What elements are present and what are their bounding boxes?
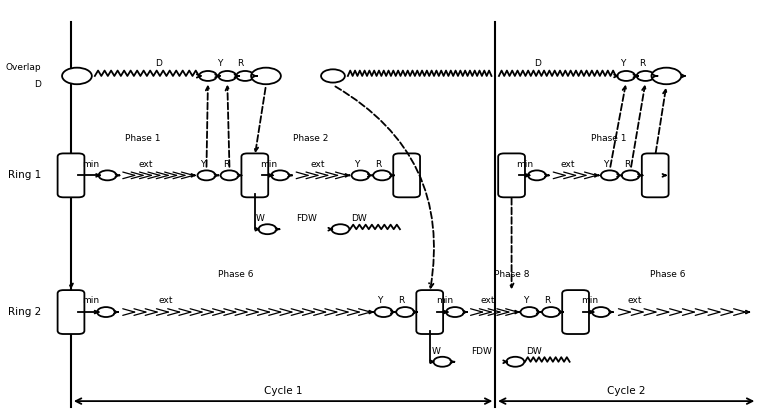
Text: min: min <box>581 296 598 305</box>
Circle shape <box>259 224 277 234</box>
Text: W: W <box>256 214 264 224</box>
Text: Y: Y <box>354 160 359 169</box>
Circle shape <box>617 71 635 81</box>
Circle shape <box>521 307 538 317</box>
Circle shape <box>218 71 236 81</box>
FancyBboxPatch shape <box>393 153 420 197</box>
Text: Y: Y <box>200 160 205 169</box>
Text: Y: Y <box>620 59 626 68</box>
Circle shape <box>528 171 546 180</box>
FancyBboxPatch shape <box>416 290 443 334</box>
Text: Phase 8: Phase 8 <box>494 270 529 279</box>
FancyBboxPatch shape <box>498 153 525 197</box>
Text: Cycle 1: Cycle 1 <box>264 386 303 396</box>
FancyBboxPatch shape <box>562 290 589 334</box>
Circle shape <box>373 171 391 180</box>
Circle shape <box>221 171 238 180</box>
Text: min: min <box>436 296 453 305</box>
Text: ext: ext <box>480 296 495 305</box>
Text: W: W <box>431 347 440 356</box>
Circle shape <box>352 171 369 180</box>
Text: D: D <box>534 59 541 68</box>
Text: R: R <box>398 296 404 305</box>
Text: Y: Y <box>217 59 223 68</box>
Text: R: R <box>640 59 646 68</box>
Circle shape <box>199 71 217 81</box>
Text: FDW: FDW <box>471 347 493 356</box>
Text: Y: Y <box>377 296 382 305</box>
FancyBboxPatch shape <box>241 153 268 197</box>
Text: min: min <box>83 296 100 305</box>
Text: ext: ext <box>159 296 173 305</box>
Text: Ring 2: Ring 2 <box>8 307 41 317</box>
FancyBboxPatch shape <box>642 153 669 197</box>
Text: R: R <box>237 59 244 68</box>
Text: ext: ext <box>627 296 642 305</box>
Circle shape <box>271 171 289 180</box>
Text: Phase 2: Phase 2 <box>293 133 329 143</box>
Text: R: R <box>375 160 381 169</box>
Circle shape <box>506 357 524 367</box>
Text: Cycle 2: Cycle 2 <box>607 386 646 396</box>
FancyBboxPatch shape <box>57 153 84 197</box>
Circle shape <box>637 71 654 81</box>
Circle shape <box>652 68 681 84</box>
Text: Overlap: Overlap <box>5 63 41 72</box>
Text: Y: Y <box>604 160 609 169</box>
Circle shape <box>97 307 115 317</box>
Text: D: D <box>155 59 162 68</box>
Text: Phase 1: Phase 1 <box>591 133 626 143</box>
Text: R: R <box>544 296 551 305</box>
Text: Ring 1: Ring 1 <box>8 171 41 181</box>
Text: ext: ext <box>311 160 326 169</box>
Circle shape <box>396 307 414 317</box>
Text: DW: DW <box>526 347 542 356</box>
Text: min: min <box>516 160 534 169</box>
Text: ext: ext <box>138 160 152 169</box>
Circle shape <box>434 357 451 367</box>
Text: DW: DW <box>351 214 367 224</box>
Text: R: R <box>624 160 630 169</box>
Circle shape <box>542 307 560 317</box>
Circle shape <box>251 68 281 84</box>
Circle shape <box>332 224 349 234</box>
Text: min: min <box>83 160 100 169</box>
Text: min: min <box>260 160 277 169</box>
Circle shape <box>236 71 254 81</box>
Circle shape <box>62 68 92 84</box>
Text: D: D <box>34 80 41 89</box>
Circle shape <box>321 69 345 83</box>
Text: ext: ext <box>560 160 574 169</box>
Text: R: R <box>223 160 229 169</box>
Circle shape <box>622 171 640 180</box>
FancyBboxPatch shape <box>57 290 84 334</box>
Text: Phase 1: Phase 1 <box>126 133 161 143</box>
Circle shape <box>601 171 619 180</box>
Circle shape <box>446 307 464 317</box>
Circle shape <box>592 307 610 317</box>
Circle shape <box>198 171 215 180</box>
Circle shape <box>375 307 392 317</box>
Text: Y: Y <box>523 296 529 305</box>
Text: FDW: FDW <box>296 214 317 224</box>
Text: Phase 6: Phase 6 <box>650 270 686 279</box>
Text: Phase 6: Phase 6 <box>218 270 254 279</box>
Circle shape <box>99 171 116 180</box>
